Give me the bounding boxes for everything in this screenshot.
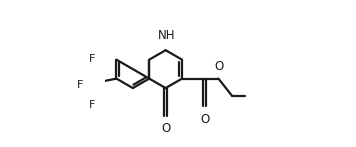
Text: NH: NH [158, 29, 175, 42]
Text: O: O [200, 113, 209, 126]
Text: F: F [89, 54, 95, 64]
Text: O: O [161, 122, 170, 135]
Text: O: O [214, 60, 223, 73]
Text: F: F [89, 100, 95, 110]
Text: F: F [77, 80, 84, 90]
